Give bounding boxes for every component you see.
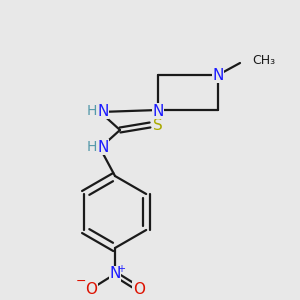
Text: N: N [97,103,109,118]
Text: N: N [109,266,121,281]
Text: N: N [152,103,164,118]
Text: H: H [87,140,97,154]
Text: O: O [85,281,97,296]
Text: H: H [87,104,97,118]
Text: −: − [76,274,86,287]
Text: CH₃: CH₃ [252,55,275,68]
Text: S: S [153,118,163,133]
Text: O: O [133,281,145,296]
Text: N: N [212,68,224,82]
Text: N: N [97,140,109,154]
Text: +: + [117,264,125,274]
